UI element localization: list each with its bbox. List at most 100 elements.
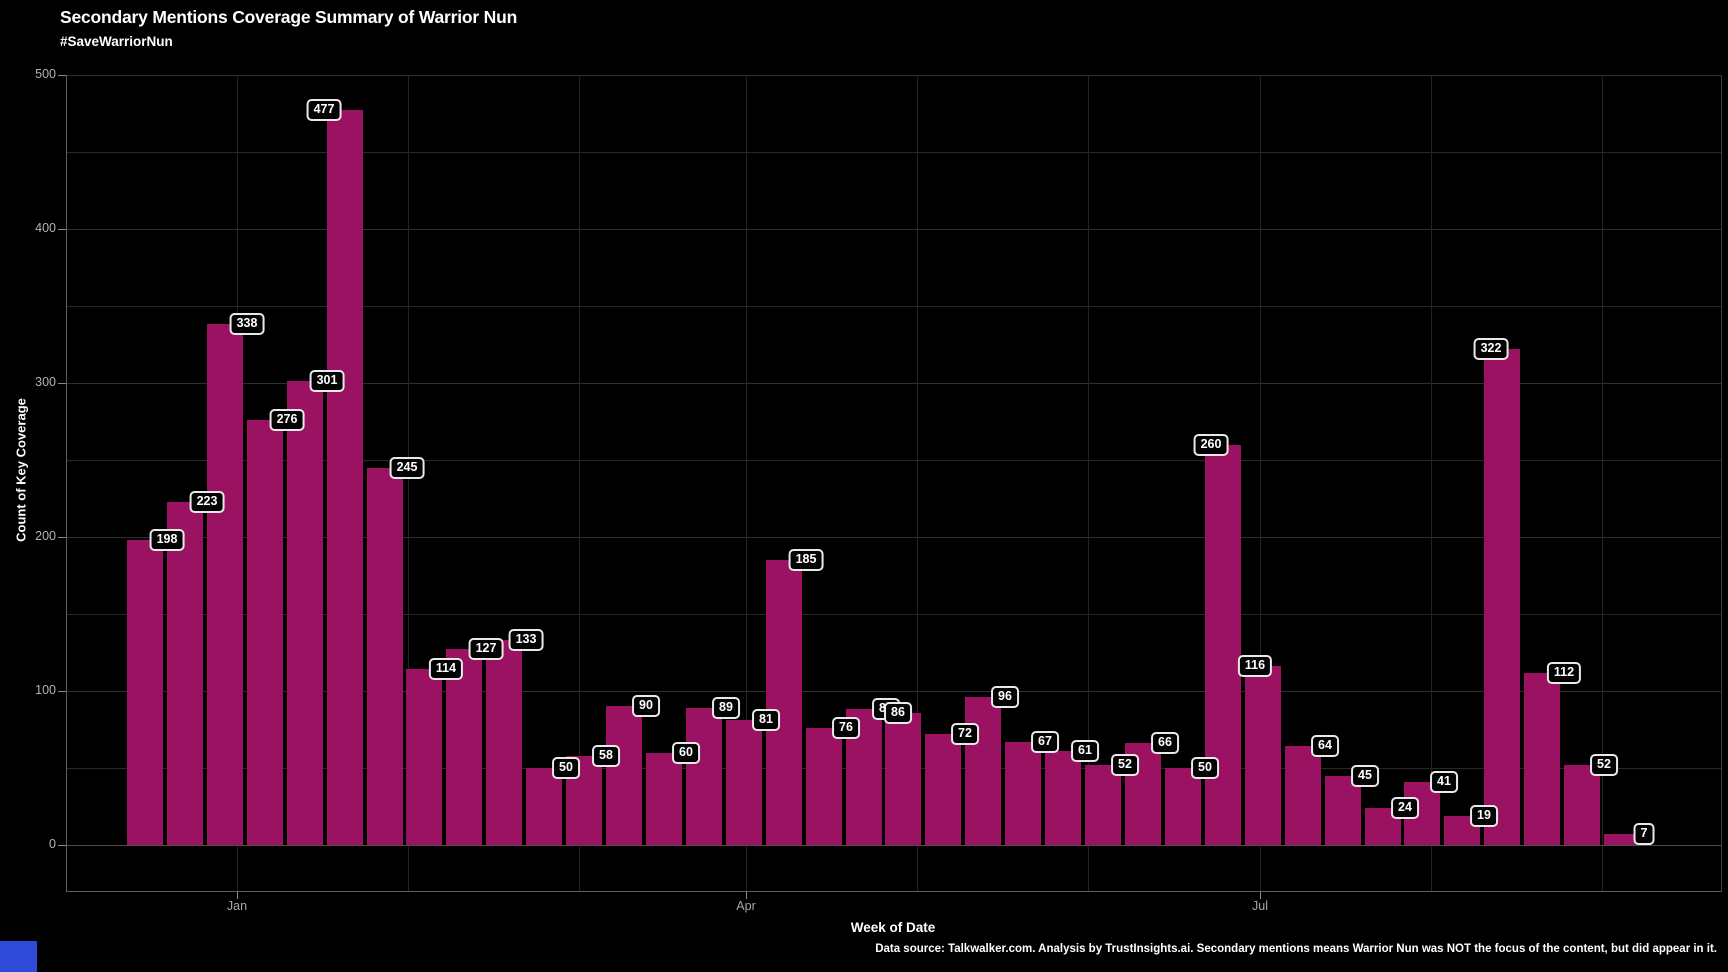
bar-value-label: 322 [1473,338,1509,360]
bar-value-label: 198 [149,529,185,551]
bar-value-label: 66 [1151,732,1179,754]
y-gridline [66,152,1722,153]
bar-value-label: 116 [1237,655,1273,677]
bar-value-label: 96 [991,686,1019,708]
chart-title: Secondary Mentions Coverage Summary of W… [60,7,518,27]
y-tick-label: 500 [35,67,56,81]
bar[interactable] [646,753,682,845]
bar[interactable] [1524,673,1560,845]
bar-value-label: 76 [832,717,860,739]
bar-value-label: 50 [1191,757,1219,779]
bar-value-label: 133 [508,629,544,651]
bar[interactable] [1484,349,1520,845]
bar[interactable] [1604,834,1640,845]
bar-value-label: 60 [672,742,700,764]
bar-value-label: 338 [229,313,265,335]
y-gridline [66,383,1722,384]
x-axis-title: Week of Date [850,920,936,935]
y-tick-label: 400 [35,221,56,235]
bar-value-label: 64 [1311,735,1339,757]
x-tick-label: Apr [736,899,756,913]
y-tick-label: 0 [49,837,56,851]
bar[interactable] [1564,765,1600,845]
y-gridline [66,691,1722,692]
bar-value-label: 260 [1193,434,1229,456]
bar[interactable] [127,540,163,845]
bar-value-label: 276 [269,409,305,431]
bar[interactable] [686,708,722,845]
bar[interactable] [925,734,961,845]
bar-value-label: 245 [389,457,425,479]
zero-line [66,845,1722,846]
bar[interactable] [1325,776,1361,845]
y-tick-label: 300 [35,375,56,389]
y-tick-mark [58,691,66,692]
y-tick-mark [58,845,66,846]
x-gridline [917,75,918,892]
bar[interactable] [327,110,363,845]
bar[interactable] [1245,666,1281,845]
bar[interactable] [1085,765,1121,845]
y-gridline [66,614,1722,615]
bar[interactable] [726,720,762,845]
bar[interactable] [806,728,842,845]
bar[interactable] [367,468,403,845]
bar-value-label: 112 [1546,662,1582,684]
corner-marker [0,941,37,972]
bar[interactable] [965,697,1001,845]
x-gridline [579,75,580,892]
x-gridline [746,75,747,892]
plot-area: 198 223 338 276 301 477 245 114 127 133 50 58 90 60 89… [66,75,1722,892]
y-axis-line [66,75,67,892]
x-gridline [408,75,409,892]
bar[interactable] [1045,751,1081,845]
y-axis-title: Count of Key Coverage [13,398,29,542]
y-tick-mark [58,537,66,538]
y-tick-mark [58,383,66,384]
bar[interactable] [287,381,323,845]
y-gridline [66,306,1722,307]
x-tick-label: Jan [226,899,248,913]
bar[interactable] [406,669,442,845]
bar[interactable] [1285,746,1321,845]
bar-value-label: 67 [1031,731,1059,753]
bar[interactable] [167,502,203,845]
bar-value-label: 58 [592,745,620,767]
bar-value-label: 185 [788,549,824,571]
x-tick-mark [237,892,238,899]
bar-value-label: 45 [1351,765,1379,787]
bar-value-label: 72 [951,723,979,745]
bar-value-label: 301 [309,370,345,392]
bar[interactable] [606,706,642,845]
bar[interactable] [526,768,562,845]
bar-value-label: 52 [1590,754,1618,776]
y-gridline [66,229,1722,230]
bar-value-label: 61 [1071,740,1099,762]
bar[interactable] [1205,445,1241,845]
data-source-note: Data source: Talkwalker.com. Analysis by… [875,943,1717,955]
bar-value-label: 19 [1470,805,1498,827]
bar-value-label: 89 [712,697,740,719]
y-gridline [66,460,1722,461]
bar[interactable] [247,420,283,845]
bar-value-label: 223 [189,491,225,513]
bar-value-label: 24 [1391,797,1419,819]
chart-subtitle: #SaveWarriorNun [60,34,173,49]
bar-value-label: 81 [752,709,780,731]
bar[interactable] [1165,768,1201,845]
bar[interactable] [885,713,921,845]
bar[interactable] [207,324,243,845]
bar[interactable] [486,640,522,845]
x-axis-line [66,891,1722,892]
x-tick-mark [746,892,747,899]
bar-value-label: 477 [306,99,342,121]
bar[interactable] [1005,742,1041,845]
y-tick-mark [58,75,66,76]
x-gridline [1431,75,1432,892]
y-tick-mark [58,229,66,230]
plot-right-border [1721,75,1722,892]
bar-value-label: 7 [1633,823,1655,845]
bar[interactable] [766,560,802,845]
bar[interactable] [446,649,482,845]
